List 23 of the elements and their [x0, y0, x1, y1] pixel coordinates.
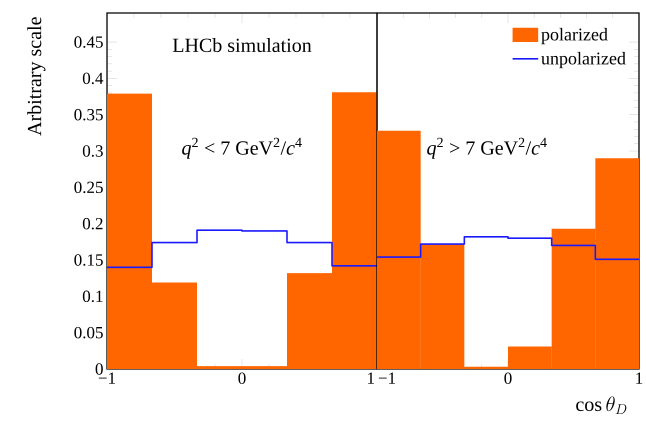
x-tick-label: −1: [98, 372, 116, 384]
y-tick-label: 0.2: [82, 218, 103, 230]
x-tick-label: 1: [636, 372, 642, 384]
annotation: q$^{2}$ < 7 GeV$^{2}$/c$^{4}$: [182, 138, 302, 159]
x-tick-label: −1: [378, 372, 396, 384]
y-tick-label: 0.1: [82, 290, 102, 302]
x-tick-label: 0: [238, 372, 246, 384]
annotation: q$^{2}$ > 7 GeV$^{2}$/c$^{4}$: [427, 138, 547, 159]
y-tick-label: 0.15: [74, 254, 103, 266]
y-tick-label: 0.05: [74, 326, 103, 338]
y-tick-label: 0.35: [74, 108, 103, 120]
y-tick-label: 0.25: [74, 182, 103, 194]
y-tick-label: 0.45: [74, 36, 103, 48]
y-tick-label: 0.4: [82, 72, 104, 84]
legend-label: polarized: [541, 28, 608, 44]
y-tick-label: 0: [96, 363, 103, 375]
x-tick-label: 1: [368, 372, 374, 384]
y-tick-label: 0.3: [82, 145, 103, 157]
x-tick-label: 0: [504, 372, 512, 384]
y-axis-title: Arbitrary scale: [27, 17, 46, 136]
legend-label: unpolarized: [541, 52, 626, 68]
x-axis-title: $\cos\theta_{D}$: [576, 396, 626, 414]
annotation: LHCb simulation: [172, 38, 312, 52]
